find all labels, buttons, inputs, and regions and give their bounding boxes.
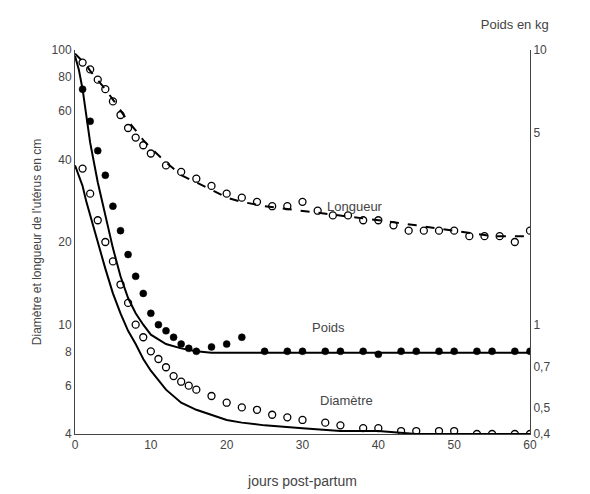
svg-text:8: 8 <box>65 345 72 359</box>
svg-text:Diamètre: Diamètre <box>320 393 373 408</box>
svg-text:Poids en kg: Poids en kg <box>481 17 549 32</box>
svg-text:0,7: 0,7 <box>533 360 550 374</box>
svg-text:20: 20 <box>58 235 72 249</box>
svg-text:0,5: 0,5 <box>533 401 550 415</box>
svg-text:40: 40 <box>372 438 386 452</box>
svg-text:4: 4 <box>65 427 72 441</box>
svg-text:6: 6 <box>65 379 72 393</box>
svg-text:Poids: Poids <box>312 320 345 335</box>
svg-text:20: 20 <box>220 438 234 452</box>
svg-text:10: 10 <box>533 43 547 57</box>
svg-text:40: 40 <box>58 153 72 167</box>
svg-text:30: 30 <box>296 438 310 452</box>
svg-text:50: 50 <box>447 438 461 452</box>
svg-text:60: 60 <box>523 438 537 452</box>
svg-text:10: 10 <box>58 318 72 332</box>
svg-text:80: 80 <box>58 70 72 84</box>
svg-text:5: 5 <box>533 126 540 140</box>
svg-text:jours post-partum: jours post-partum <box>247 473 357 489</box>
svg-text:1: 1 <box>533 318 540 332</box>
svg-text:60: 60 <box>58 104 72 118</box>
svg-text:Diamètre et longueur de l'utér: Diamètre et longueur de l'utérus en cm <box>30 139 44 345</box>
svg-text:10: 10 <box>144 438 158 452</box>
svg-text:0,4: 0,4 <box>533 427 550 441</box>
svg-text:100: 100 <box>52 43 72 57</box>
svg-text:Longueur: Longueur <box>327 199 383 214</box>
svg-text:0: 0 <box>72 438 79 452</box>
